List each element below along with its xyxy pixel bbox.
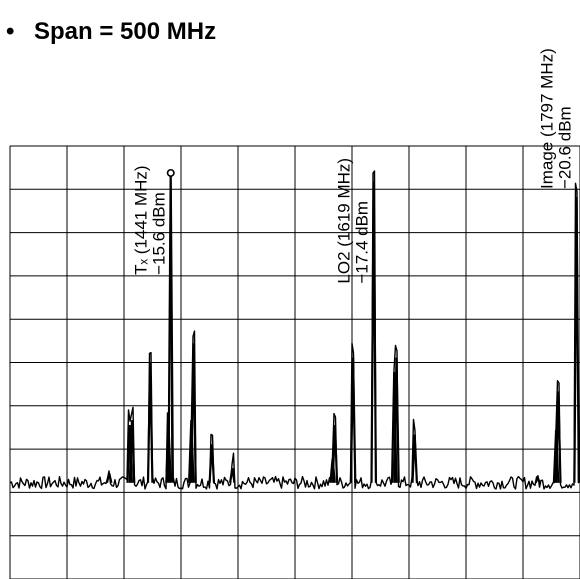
spur-peak [411, 434, 418, 483]
annotation-label: Image (1797 MHz) −20.6 dBm [538, 48, 575, 189]
spur-peak [229, 468, 236, 483]
spur-peak [105, 472, 113, 484]
annotation-name: Image (1797 MHz) [538, 48, 557, 189]
spur-peak [534, 475, 541, 484]
spur-peak [208, 444, 216, 483]
title-bullet: • [6, 18, 14, 45]
annotation-name: LO2 (1619 MHz) [335, 158, 354, 284]
spur-peak [146, 362, 154, 483]
spectrum-trace [9, 169, 580, 490]
spur-peak [128, 420, 136, 483]
spur-peak [370, 181, 377, 483]
annotation-level: −20.6 dBm [556, 106, 575, 189]
annotation-name: Tₓ (1441 MHz) [132, 165, 151, 275]
chart-title: • Span = 500 MHz [6, 18, 216, 45]
grid [9, 145, 580, 579]
spur-peak [393, 357, 400, 483]
spur-peak [573, 196, 580, 483]
annotations: Tₓ (1441 MHz) −15.6 dBm LO2 (1619 MHz) −17.… [132, 48, 575, 283]
spur-peak [167, 172, 174, 483]
spur-peak [190, 343, 197, 483]
annotation-label: Tₓ (1441 MHz) −15.6 dBm [132, 165, 169, 275]
title-text: Span = 500 MHz [34, 18, 216, 45]
spur-peak [331, 424, 339, 483]
annotation-level: −15.6 dBm [150, 192, 169, 275]
peak-marker [166, 168, 175, 177]
spur-peak [555, 391, 562, 483]
markers [166, 168, 175, 177]
annotation-level: −17.4 dBm [353, 201, 372, 284]
spur-peak [349, 357, 357, 483]
annotation-label: LO2 (1619 MHz) −17.4 dBm [335, 158, 372, 284]
noise-trace [9, 169, 580, 490]
